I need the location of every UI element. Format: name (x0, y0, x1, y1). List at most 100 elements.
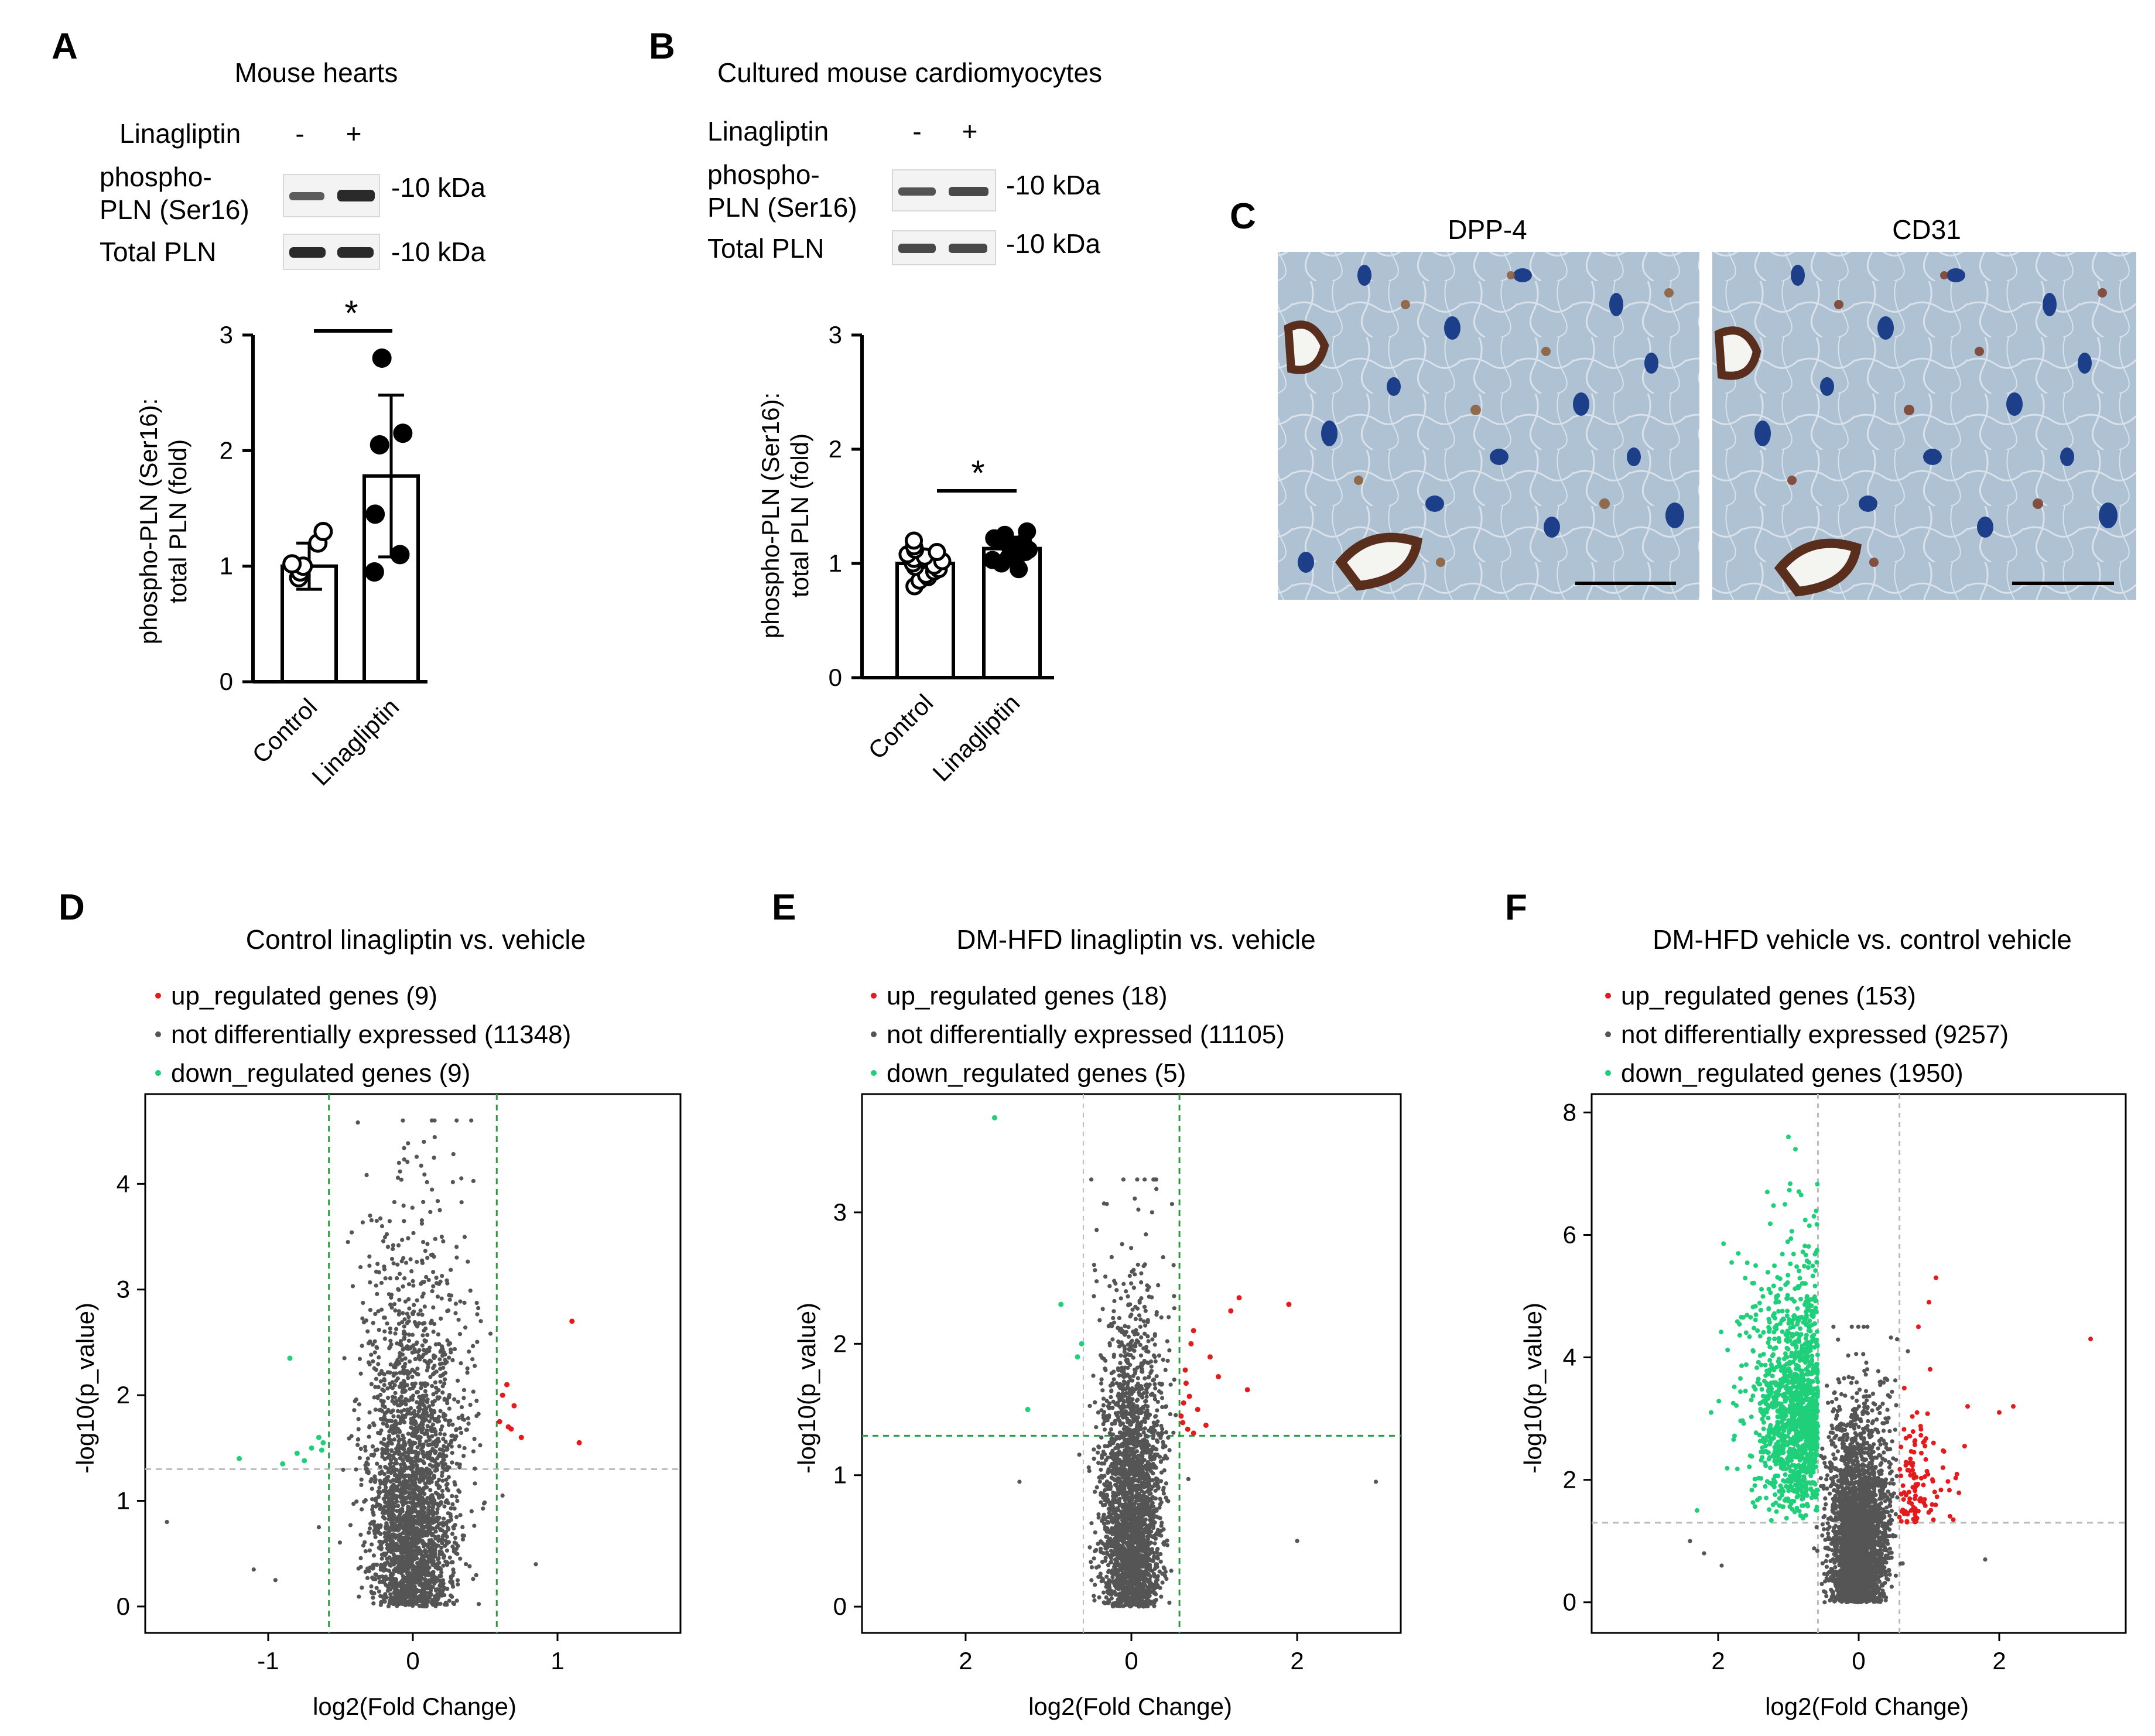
panel-a-ylabel-1: phospho-PLN (Ser16): (135, 398, 162, 644)
ns-point (385, 1395, 391, 1400)
ns-point (1169, 1202, 1175, 1207)
ns-point (398, 1169, 402, 1174)
ns-point (1164, 1576, 1169, 1581)
ns-point (435, 1524, 440, 1529)
ns-point (1126, 1294, 1130, 1299)
ns-point (437, 1362, 442, 1366)
ns-point (430, 1252, 435, 1257)
ns-point (367, 1569, 371, 1574)
ns-point (406, 1449, 411, 1454)
ns-point (1111, 1508, 1116, 1512)
ns-point (436, 1332, 441, 1337)
ns-point (427, 1442, 432, 1447)
ns-point (425, 1360, 429, 1365)
ns-point (393, 1423, 398, 1428)
ns-point (395, 1588, 400, 1593)
ns-point (402, 1498, 407, 1503)
ns-point (410, 1421, 415, 1426)
ns-point (452, 1347, 457, 1352)
panel-b-plus: + (962, 116, 978, 146)
ns-point (467, 1564, 472, 1568)
ns-point (465, 1371, 470, 1375)
ns-point (447, 1555, 452, 1560)
ns-point (438, 1349, 443, 1354)
ns-point (390, 1386, 395, 1390)
ns-point (1146, 1339, 1151, 1344)
ns-point (391, 1580, 395, 1585)
ns-point (393, 1488, 398, 1493)
ns-point (1117, 1484, 1121, 1489)
ns-point (1167, 1448, 1172, 1453)
ns-point (396, 1312, 401, 1317)
ns-point (1087, 1545, 1092, 1550)
ns-point (425, 1256, 430, 1260)
ns-point (415, 1570, 420, 1574)
ns-point (419, 1553, 424, 1557)
ns-point (359, 1482, 364, 1487)
ns-point (418, 1441, 422, 1446)
ns-point (1152, 1393, 1157, 1398)
panel-b-blot2-label: Total PLN (707, 233, 824, 264)
panel-d-letter: D (59, 887, 85, 928)
ns-point (363, 1549, 368, 1554)
ns-point (401, 1347, 405, 1352)
ns-point (396, 1438, 401, 1443)
ns-point (384, 1232, 389, 1236)
ns-point (428, 1321, 433, 1325)
ns-point (396, 1434, 401, 1438)
x-tick-label: 0 (406, 1647, 419, 1675)
ns-point (377, 1574, 382, 1579)
ns-point (396, 1243, 401, 1248)
ns-point (413, 1494, 418, 1498)
panel-b-treatment-label: Linagliptin (707, 116, 829, 146)
ns-point (388, 1302, 393, 1307)
ns-point (357, 1356, 362, 1361)
ns-point (438, 1379, 443, 1384)
ns-point (462, 1300, 467, 1305)
ns-point (388, 1535, 393, 1540)
ns-point (457, 1332, 463, 1337)
ns-point (431, 1330, 436, 1334)
ns-point (350, 1230, 354, 1235)
ns-point (407, 1491, 412, 1495)
up-point (511, 1403, 517, 1409)
ns-point (1158, 1552, 1163, 1557)
ns-point (443, 1417, 447, 1422)
ns-point (409, 1561, 414, 1566)
ns-point (433, 1491, 438, 1495)
ns-point (1172, 1294, 1176, 1298)
ns-point (439, 1545, 444, 1550)
ns-point (1117, 1419, 1122, 1424)
ns-point (1148, 1540, 1153, 1545)
ns-point (437, 1574, 442, 1578)
ns-point (402, 1583, 407, 1588)
ns-point (401, 1365, 405, 1369)
ns-point (392, 1585, 396, 1590)
panel-e-title: DM-HFD linagliptin vs. vehicle (956, 924, 1316, 955)
ns-point (389, 1410, 394, 1414)
ns-point (1155, 1556, 1160, 1561)
ns-point (366, 1360, 371, 1365)
ns-point (412, 1347, 417, 1352)
ns-point (1113, 1547, 1118, 1552)
ns-point (1092, 1447, 1096, 1452)
panel-c-cd31-micrograph (1712, 252, 2136, 600)
ns-point (1092, 1598, 1097, 1603)
ns-point (377, 1372, 382, 1376)
ns-point (356, 1566, 361, 1571)
ns-point (364, 1173, 369, 1177)
ns-point (380, 1506, 385, 1511)
ns-point (402, 1219, 406, 1224)
ns-point (1138, 1317, 1143, 1322)
ns-point (379, 1224, 385, 1229)
ns-point (1110, 1337, 1115, 1342)
up-point (518, 1434, 524, 1440)
down-point (320, 1440, 326, 1445)
ns-point (419, 1218, 425, 1223)
ns-point (395, 1175, 401, 1180)
ns-point (438, 1431, 443, 1436)
ns-point (358, 1446, 363, 1451)
panel-a-blot1-band-linagliptin (337, 190, 375, 201)
y-tick-label: 3 (220, 321, 233, 348)
